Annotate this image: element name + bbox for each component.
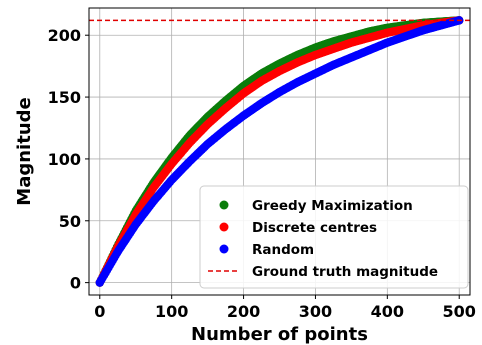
legend-marker xyxy=(219,222,229,232)
x-tick-label: 300 xyxy=(299,302,332,321)
x-axis-label: Number of points xyxy=(191,324,368,345)
y-axis-label: Magnitude xyxy=(14,97,35,205)
x-tick-label: 200 xyxy=(227,302,260,321)
ticks: 0 100 200 300 400 500 0 50 100 150 200 xyxy=(48,26,476,321)
legend-item: Greedy Maximization xyxy=(219,198,413,214)
y-tick-label: 200 xyxy=(48,26,81,45)
x-tick-label: 0 xyxy=(94,302,105,321)
y-tick-label: 50 xyxy=(59,212,81,231)
grid xyxy=(89,8,470,295)
series-discrete-centres xyxy=(95,16,464,287)
x-tick-label: 400 xyxy=(371,302,404,321)
legend-label: Ground truth magnitude xyxy=(252,264,438,280)
series-random xyxy=(95,16,464,287)
legend: Greedy Maximization Discrete centres Rando… xyxy=(199,185,469,289)
y-tick-label: 150 xyxy=(48,88,81,107)
legend-marker xyxy=(219,200,229,210)
legend-box xyxy=(199,185,469,289)
y-tick-label: 100 xyxy=(48,150,81,169)
legend-label: Discrete centres xyxy=(252,220,377,236)
legend-item: Ground truth magnitude xyxy=(208,264,438,280)
x-tick-label: 100 xyxy=(155,302,188,321)
plot-frame xyxy=(88,7,471,296)
legend-item: Random xyxy=(219,242,314,258)
legend-label: Greedy Maximization xyxy=(252,198,413,214)
series-group xyxy=(95,16,464,287)
legend-item: Discrete centres xyxy=(219,220,377,236)
legend-marker xyxy=(219,244,229,254)
y-tick-label: 0 xyxy=(70,274,81,293)
legend-label: Random xyxy=(252,242,314,258)
x-tick-label: 500 xyxy=(443,302,476,321)
